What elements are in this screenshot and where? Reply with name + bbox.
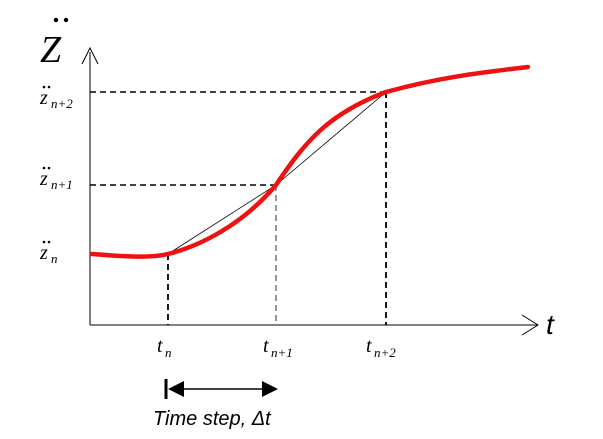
y-tick-label-n-base: z xyxy=(39,242,48,264)
y-tick-label-n2: z n+2 xyxy=(39,85,73,111)
y-tick-label-n1-dot-right xyxy=(47,166,51,170)
y-tick-label-n: z n xyxy=(39,240,58,266)
y-axis-arrowhead xyxy=(81,46,99,65)
y-axis-label: Z xyxy=(40,17,69,71)
y-axis-label-dot-left xyxy=(53,17,59,23)
y-tick-label-n2-dot-right xyxy=(47,85,51,89)
time-step-arrowhead-right xyxy=(262,381,278,397)
y-tick-label-n2-sub: n+2 xyxy=(51,96,73,111)
chord-n-to-n1 xyxy=(167,184,277,255)
x-tick-label-n-base: t xyxy=(157,335,163,357)
x-tick-label-n1: t n+1 xyxy=(263,335,293,360)
time-step-label: Time step, Δt xyxy=(153,408,272,430)
x-tick-label-n2-sub: n+2 xyxy=(374,345,396,360)
y-axis xyxy=(81,46,99,325)
guide-lines xyxy=(90,91,387,325)
y-axis-label-dot-right xyxy=(63,17,69,23)
x-tick-label-n: t n xyxy=(157,335,172,360)
x-axis-arrowhead xyxy=(521,314,539,336)
x-tick-label-n2: t n+2 xyxy=(366,335,396,360)
y-tick-label-n1-dot-left xyxy=(42,166,46,170)
chord-n1-to-n2 xyxy=(275,91,387,186)
time-step-arrowhead-left xyxy=(168,381,184,397)
y-tick-label-n-sub: n xyxy=(51,251,58,266)
x-tick-label-n1-sub: n+1 xyxy=(271,345,293,360)
x-tick-label-n2-base: t xyxy=(366,335,372,357)
y-tick-label-n2-dot-left xyxy=(42,85,46,89)
x-axis-label: t xyxy=(546,309,555,340)
x-axis xyxy=(90,314,539,336)
acceleration-curve xyxy=(89,64,531,259)
x-tick-label-n1-base: t xyxy=(263,335,269,357)
y-tick-label-n1-base: z xyxy=(39,168,48,190)
y-tick-label-n1: z n+1 xyxy=(39,166,73,192)
y-axis-label-text: Z xyxy=(40,29,62,71)
y-tick-label-n-dot-left xyxy=(42,240,46,244)
chord-lines xyxy=(167,91,387,255)
y-tick-label-n-dot-right xyxy=(47,240,51,244)
x-tick-label-n-sub: n xyxy=(165,345,172,360)
y-tick-label-n1-sub: n+1 xyxy=(51,177,73,192)
time-step-indicator: Time step, Δt xyxy=(153,379,278,430)
y-tick-label-n2-base: z xyxy=(39,87,48,109)
